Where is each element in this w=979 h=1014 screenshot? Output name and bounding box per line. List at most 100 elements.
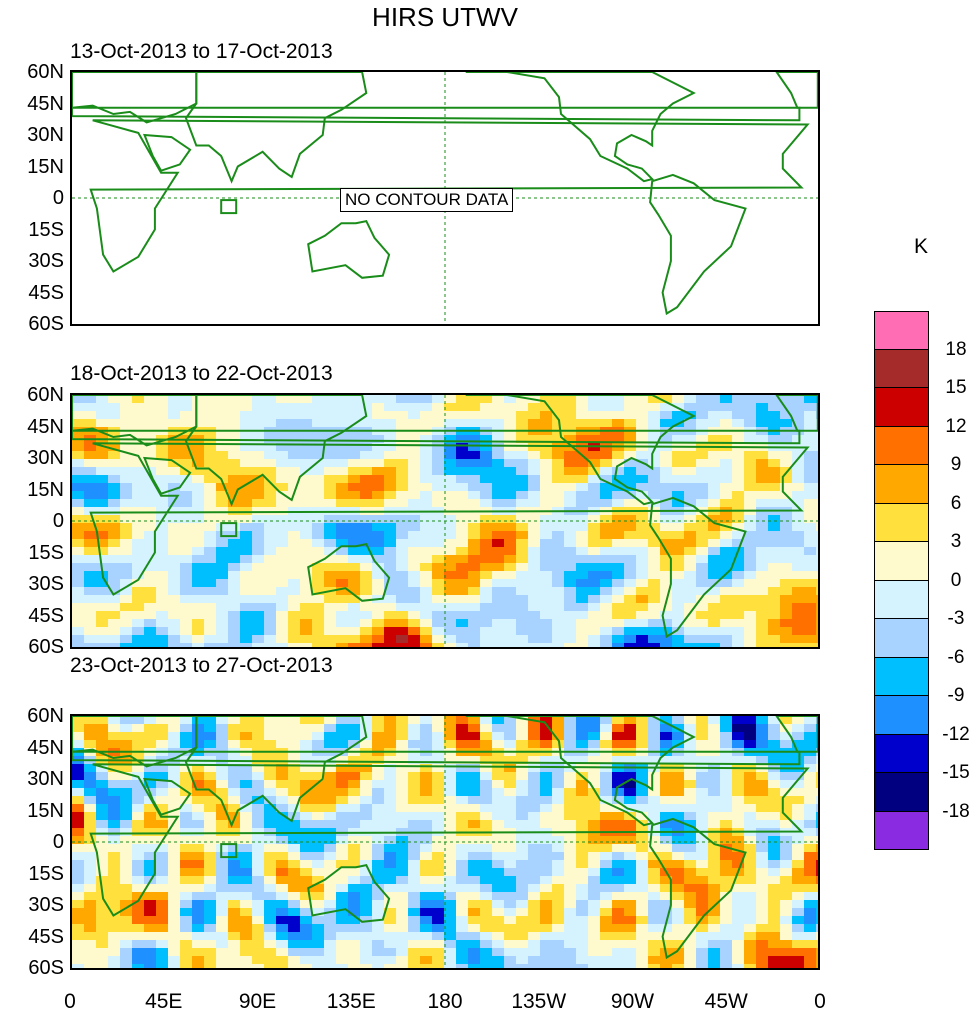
anomaly-cell (96, 403, 109, 412)
anomaly-cell (720, 804, 733, 813)
coastline (775, 716, 818, 753)
anomaly-cell (540, 539, 553, 548)
anomaly-cell (180, 820, 193, 829)
anomaly-cell (372, 868, 385, 877)
anomaly-cell (768, 491, 781, 500)
anomaly-cell (84, 948, 97, 957)
anomaly-cell (252, 852, 265, 861)
anomaly-cell (192, 627, 205, 636)
anomaly-cell (360, 483, 373, 492)
anomaly-cell (84, 419, 97, 428)
anomaly-cell (360, 523, 373, 532)
anomaly-cell (684, 788, 697, 797)
anomaly-cell (732, 635, 745, 644)
anomaly-cell (264, 563, 277, 572)
anomaly-cell (564, 780, 577, 789)
anomaly-cell (360, 780, 373, 789)
anomaly-cell (228, 868, 241, 877)
anomaly-cell (192, 523, 205, 532)
anomaly-cell (540, 587, 553, 596)
anomaly-cell (348, 788, 361, 797)
anomaly-cell (96, 627, 109, 636)
anomaly-cell (612, 860, 625, 869)
anomaly-cell (372, 531, 385, 540)
anomaly-cell (96, 547, 109, 556)
anomaly-cell (756, 403, 769, 412)
anomaly-cell (528, 812, 541, 821)
anomaly-cell (372, 948, 385, 957)
anomaly-cell (288, 467, 301, 476)
anomaly-cell (588, 732, 601, 741)
anomaly-cell (552, 539, 565, 548)
anomaly-cell (636, 411, 649, 420)
anomaly-cell (612, 451, 625, 460)
anomaly-cell (432, 932, 445, 941)
anomaly-cell (408, 868, 421, 877)
anomaly-cell (576, 940, 589, 949)
anomaly-cell (228, 924, 241, 933)
anomaly-cell (468, 796, 481, 805)
anomaly-cell (240, 908, 253, 917)
anomaly-cell (540, 515, 553, 524)
anomaly-cell (312, 563, 325, 572)
anomaly-cell (84, 395, 97, 404)
anomaly-cell (108, 499, 121, 508)
anomaly-cell (792, 964, 805, 968)
anomaly-cell (660, 900, 673, 909)
anomaly-cell (660, 459, 673, 468)
anomaly-cell (684, 571, 697, 580)
anomaly-cell (216, 483, 229, 492)
anomaly-cell (252, 619, 265, 628)
anomaly-cell (792, 643, 805, 647)
anomaly-cell (252, 956, 265, 965)
anomaly-cell (96, 619, 109, 628)
anomaly-cell (192, 716, 205, 725)
anomaly-cell (492, 619, 505, 628)
anomaly-cell (600, 780, 613, 789)
anomaly-cell (432, 419, 445, 428)
anomaly-cell (108, 836, 121, 845)
anomaly-cell (204, 451, 217, 460)
anomaly-cell (540, 483, 553, 492)
anomaly-cell (672, 611, 685, 620)
anomaly-cell (780, 467, 793, 476)
anomaly-cell (300, 451, 313, 460)
anomaly-cell (744, 411, 757, 420)
anomaly-cell (444, 724, 457, 733)
anomaly-cell (216, 411, 229, 420)
anomaly-cell (72, 940, 85, 949)
anomaly-cell (756, 451, 769, 460)
anomaly-cell (564, 916, 577, 925)
anomaly-cell (456, 964, 469, 968)
anomaly-cell (120, 828, 133, 837)
anomaly-cell (720, 900, 733, 909)
anomaly-cell (744, 603, 757, 612)
anomaly-cell (192, 868, 205, 877)
anomaly-cell (120, 459, 133, 468)
anomaly-cell (192, 908, 205, 917)
anomaly-cell (288, 611, 301, 620)
anomaly-cell (264, 451, 277, 460)
anomaly-cell (144, 475, 157, 484)
anomaly-cell (492, 772, 505, 781)
anomaly-cell (624, 964, 637, 968)
anomaly-cell (732, 459, 745, 468)
anomaly-cell (672, 435, 685, 444)
anomaly-cell (528, 611, 541, 620)
anomaly-cell (720, 868, 733, 877)
anomaly-cell (564, 900, 577, 909)
anomaly-cell (708, 547, 721, 556)
anomaly-cell (408, 892, 421, 901)
anomaly-cell (192, 515, 205, 524)
anomaly-cell (516, 908, 529, 917)
anomaly-cell (360, 443, 373, 452)
anomaly-cell (108, 611, 121, 620)
anomaly-cell (576, 820, 589, 829)
anomaly-cell (132, 852, 145, 861)
anomaly-cell (84, 780, 97, 789)
anomaly-cell (504, 916, 517, 925)
anomaly-cell (468, 788, 481, 797)
anomaly-cell (720, 475, 733, 484)
anomaly-cell (540, 555, 553, 564)
anomaly-cell (744, 820, 757, 829)
